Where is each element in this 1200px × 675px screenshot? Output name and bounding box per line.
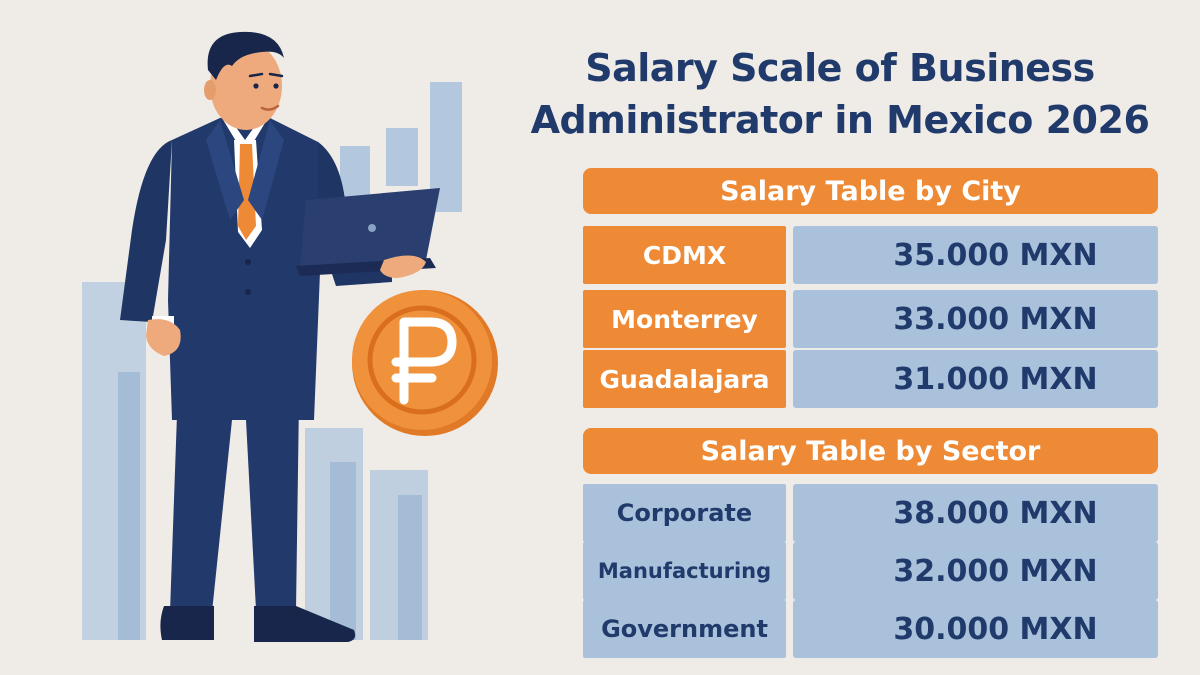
city-row: CDMX 35.000 MXN	[583, 226, 1158, 284]
background-bars	[82, 82, 462, 640]
title-line-1: Salary Scale of Business	[585, 46, 1095, 90]
city-table-header: Salary Table by City	[583, 168, 1158, 214]
city-salary-value: 33.000 MXN	[793, 290, 1158, 348]
city-salary-value: 35.000 MXN	[793, 226, 1158, 284]
currency-coin-icon	[352, 290, 498, 436]
shoes	[160, 606, 356, 642]
city-label: CDMX	[583, 226, 786, 284]
city-salary-value: 31.000 MXN	[793, 350, 1158, 408]
page-title: Salary Scale of Business Administrator i…	[500, 42, 1180, 146]
city-label: Monterrey	[583, 290, 786, 348]
sector-salary-value: 30.000 MXN	[793, 600, 1158, 658]
sector-label: Manufacturing	[583, 542, 786, 600]
city-label: Guadalajara	[583, 350, 786, 408]
sector-label: Corporate	[583, 484, 786, 542]
businessman-illustration	[82, 31, 498, 642]
sector-table-header: Salary Table by Sector	[583, 428, 1158, 474]
title-line-2: Administrator in Mexico 2026	[530, 98, 1150, 142]
sector-row: Corporate 38.000 MXN	[583, 484, 1158, 542]
sector-row: Government 30.000 MXN	[583, 600, 1158, 658]
city-row: Guadalajara 31.000 MXN	[583, 350, 1158, 408]
sector-salary-value: 38.000 MXN	[793, 484, 1158, 542]
sector-row: Manufacturing 32.000 MXN	[583, 542, 1158, 600]
left-hand	[146, 319, 181, 356]
sector-salary-value: 32.000 MXN	[793, 542, 1158, 600]
sector-label: Government	[583, 600, 786, 658]
right-hand	[380, 255, 426, 278]
head	[204, 31, 284, 130]
city-row: Monterrey 33.000 MXN	[583, 290, 1158, 348]
